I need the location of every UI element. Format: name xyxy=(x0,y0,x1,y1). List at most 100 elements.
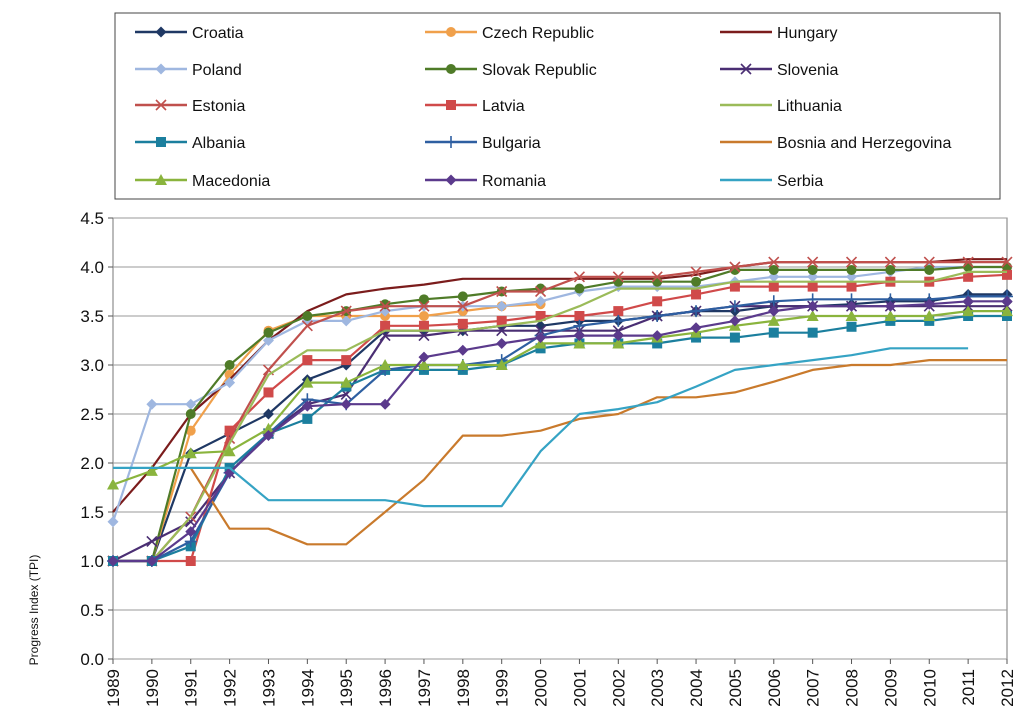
x-tick-label: 1989 xyxy=(104,669,123,707)
data-point xyxy=(573,330,585,342)
y-tick-label: 3.5 xyxy=(80,307,104,326)
data-point xyxy=(923,298,935,310)
x-tick-label: 2006 xyxy=(765,669,784,707)
x-tick-label: 1999 xyxy=(493,669,512,707)
legend-label: Croatia xyxy=(192,25,244,42)
data-point xyxy=(613,276,624,287)
legend-label: Czech Republic xyxy=(482,25,594,42)
data-point xyxy=(302,311,313,321)
x-tick-label: 2004 xyxy=(687,669,706,707)
x-tick-label: 2012 xyxy=(998,669,1017,707)
series-bosnia-and-herzegovina xyxy=(189,359,1007,546)
data-point xyxy=(962,305,975,317)
data-point xyxy=(652,276,663,287)
data-point xyxy=(107,478,119,490)
data-point xyxy=(728,300,741,313)
data-point xyxy=(1001,305,1013,317)
data-point xyxy=(962,256,974,268)
data-point xyxy=(457,300,469,312)
data-point xyxy=(767,314,780,326)
series-line-slovak-republic xyxy=(113,265,1007,563)
data-point xyxy=(806,310,819,321)
data-point xyxy=(691,289,702,300)
data-point xyxy=(573,319,586,332)
x-tick-label: 2007 xyxy=(804,669,823,707)
data-point xyxy=(1001,256,1013,268)
series-line-estonia xyxy=(113,261,1007,563)
legend-marker xyxy=(446,27,456,37)
data-point xyxy=(962,295,974,307)
data-point xyxy=(1002,269,1012,280)
legend-item-albania: Albania xyxy=(135,135,245,152)
data-point xyxy=(573,337,586,349)
legend-label: Poland xyxy=(192,62,242,79)
data-point xyxy=(340,376,353,388)
data-point xyxy=(262,408,274,420)
data-point xyxy=(262,422,275,434)
data-point xyxy=(185,409,196,419)
data-point xyxy=(184,447,197,459)
data-point xyxy=(845,310,858,321)
data-point xyxy=(691,276,702,287)
data-point xyxy=(301,400,313,412)
data-point xyxy=(923,310,936,321)
series-line-lithuania xyxy=(113,270,1007,563)
data-point xyxy=(807,256,819,268)
data-point xyxy=(612,271,624,283)
legend-marker xyxy=(740,63,752,75)
x-tick-label: 2001 xyxy=(570,669,589,707)
data-point xyxy=(690,266,702,278)
data-point xyxy=(107,555,119,567)
data-point xyxy=(690,305,703,318)
data-point xyxy=(185,526,197,538)
legend-item-macedonia: Macedonia xyxy=(135,173,270,190)
data-point xyxy=(963,271,974,282)
data-point xyxy=(496,300,508,312)
legend-label: Macedonia xyxy=(192,173,270,190)
data-point xyxy=(146,535,158,547)
data-point xyxy=(690,322,702,334)
data-point xyxy=(729,315,741,327)
series-line-latvia xyxy=(113,273,1008,563)
data-point xyxy=(923,256,935,268)
data-point xyxy=(496,325,508,337)
legend-label: Bulgaria xyxy=(482,135,541,152)
series-romania xyxy=(107,295,1013,567)
data-point xyxy=(768,281,779,292)
legend-marker xyxy=(155,99,167,111)
legend: Croatia Czech Republic Hungary Poland Slovak… xyxy=(114,12,1001,200)
y-tick-label: 0.5 xyxy=(80,601,104,620)
data-point xyxy=(379,300,391,312)
data-point xyxy=(651,310,664,322)
data-point xyxy=(496,315,507,326)
data-point xyxy=(301,376,314,388)
data-point xyxy=(884,256,896,268)
x-tick-label: 1991 xyxy=(182,669,201,707)
legend-item-serbia: Serbia xyxy=(720,173,823,190)
y-tick-label: 3.0 xyxy=(80,356,104,375)
data-point xyxy=(340,305,352,317)
data-point xyxy=(573,271,586,283)
data-point xyxy=(263,387,274,398)
legend-item-romania: Romania xyxy=(425,173,546,190)
x-tick-label: 1997 xyxy=(415,669,434,707)
data-point xyxy=(652,296,663,307)
data-point xyxy=(107,516,119,528)
data-point xyxy=(612,314,625,327)
data-point xyxy=(613,306,624,317)
data-point xyxy=(496,337,508,349)
data-point xyxy=(224,360,235,370)
data-point xyxy=(262,335,274,346)
legend-marker xyxy=(446,64,456,74)
y-axis-label: Progress Index (TPI) xyxy=(27,555,41,666)
data-point xyxy=(223,445,236,457)
x-tick-label: 1990 xyxy=(143,669,162,707)
data-point xyxy=(302,413,313,424)
legend-label: Latvia xyxy=(482,98,525,115)
legend-item-latvia: Latvia xyxy=(425,98,525,115)
y-tick-label: 2.0 xyxy=(80,454,104,473)
data-point xyxy=(534,285,547,298)
data-point xyxy=(846,300,858,312)
data-point xyxy=(417,359,430,370)
